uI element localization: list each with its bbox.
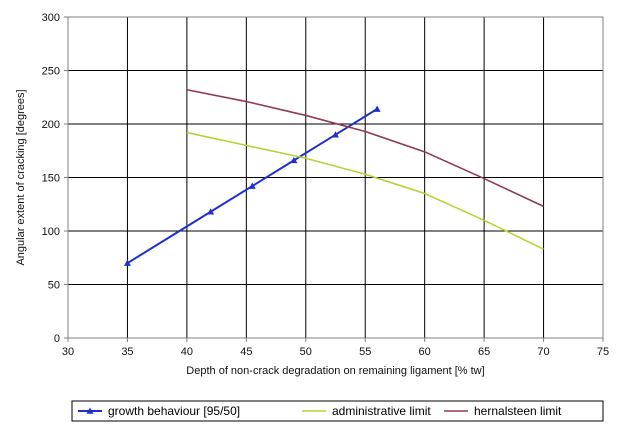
x-tick-label: 45 xyxy=(240,346,252,358)
y-tick-label: 200 xyxy=(42,119,60,131)
legend-label: growth behaviour [95/50] xyxy=(108,404,240,418)
x-tick-label: 70 xyxy=(537,346,549,358)
x-tick-label: 35 xyxy=(121,346,133,358)
x-tick-label: 55 xyxy=(359,346,371,358)
y-tick-label: 300 xyxy=(42,12,60,24)
x-tick-label: 40 xyxy=(181,346,193,358)
x-tick-label: 65 xyxy=(478,346,490,358)
grid xyxy=(68,17,603,338)
y-tick-label: 150 xyxy=(42,173,60,185)
series-layer xyxy=(123,88,544,266)
series-2 xyxy=(186,88,544,208)
data-point xyxy=(332,131,339,138)
legend-label: administrative limit xyxy=(332,404,431,418)
legend-marker xyxy=(86,407,94,414)
x-tick-label: 60 xyxy=(419,346,431,358)
y-axis-ticks: 0 50 100 150 200 250 300 xyxy=(42,12,68,345)
series-line xyxy=(186,131,544,250)
series-0 xyxy=(123,105,381,266)
series-1 xyxy=(186,131,544,250)
x-axis-label: Depth of non-crack degradation on remain… xyxy=(186,365,484,377)
y-tick-label: 50 xyxy=(48,280,60,292)
legend: growth behaviour [95/50] administrative l… xyxy=(71,400,604,422)
y-axis-label: Angular extent of cracking [degrees] xyxy=(15,89,27,265)
legend-entry: hernalsteen limit xyxy=(444,404,562,418)
x-axis-ticks: 30 35 40 45 50 55 60 65 70 75 xyxy=(62,338,609,358)
data-point xyxy=(123,259,131,266)
y-tick-label: 100 xyxy=(42,226,60,238)
legend-box xyxy=(71,400,604,422)
y-tick-label: 250 xyxy=(42,66,60,78)
legend-entry: administrative limit xyxy=(302,404,431,418)
data-point xyxy=(373,105,381,112)
data-point xyxy=(290,156,298,164)
series-line xyxy=(126,108,378,264)
data-point xyxy=(207,208,215,215)
series-line xyxy=(186,88,544,208)
x-tick-label: 50 xyxy=(300,346,312,358)
y-tick-label: 0 xyxy=(54,333,60,345)
x-tick-label: 30 xyxy=(62,346,74,358)
x-tick-label: 75 xyxy=(597,346,609,358)
legend-entry: growth behaviour [95/50] xyxy=(78,404,240,418)
legend-label: hernalsteen limit xyxy=(474,404,562,418)
data-point xyxy=(248,182,256,189)
